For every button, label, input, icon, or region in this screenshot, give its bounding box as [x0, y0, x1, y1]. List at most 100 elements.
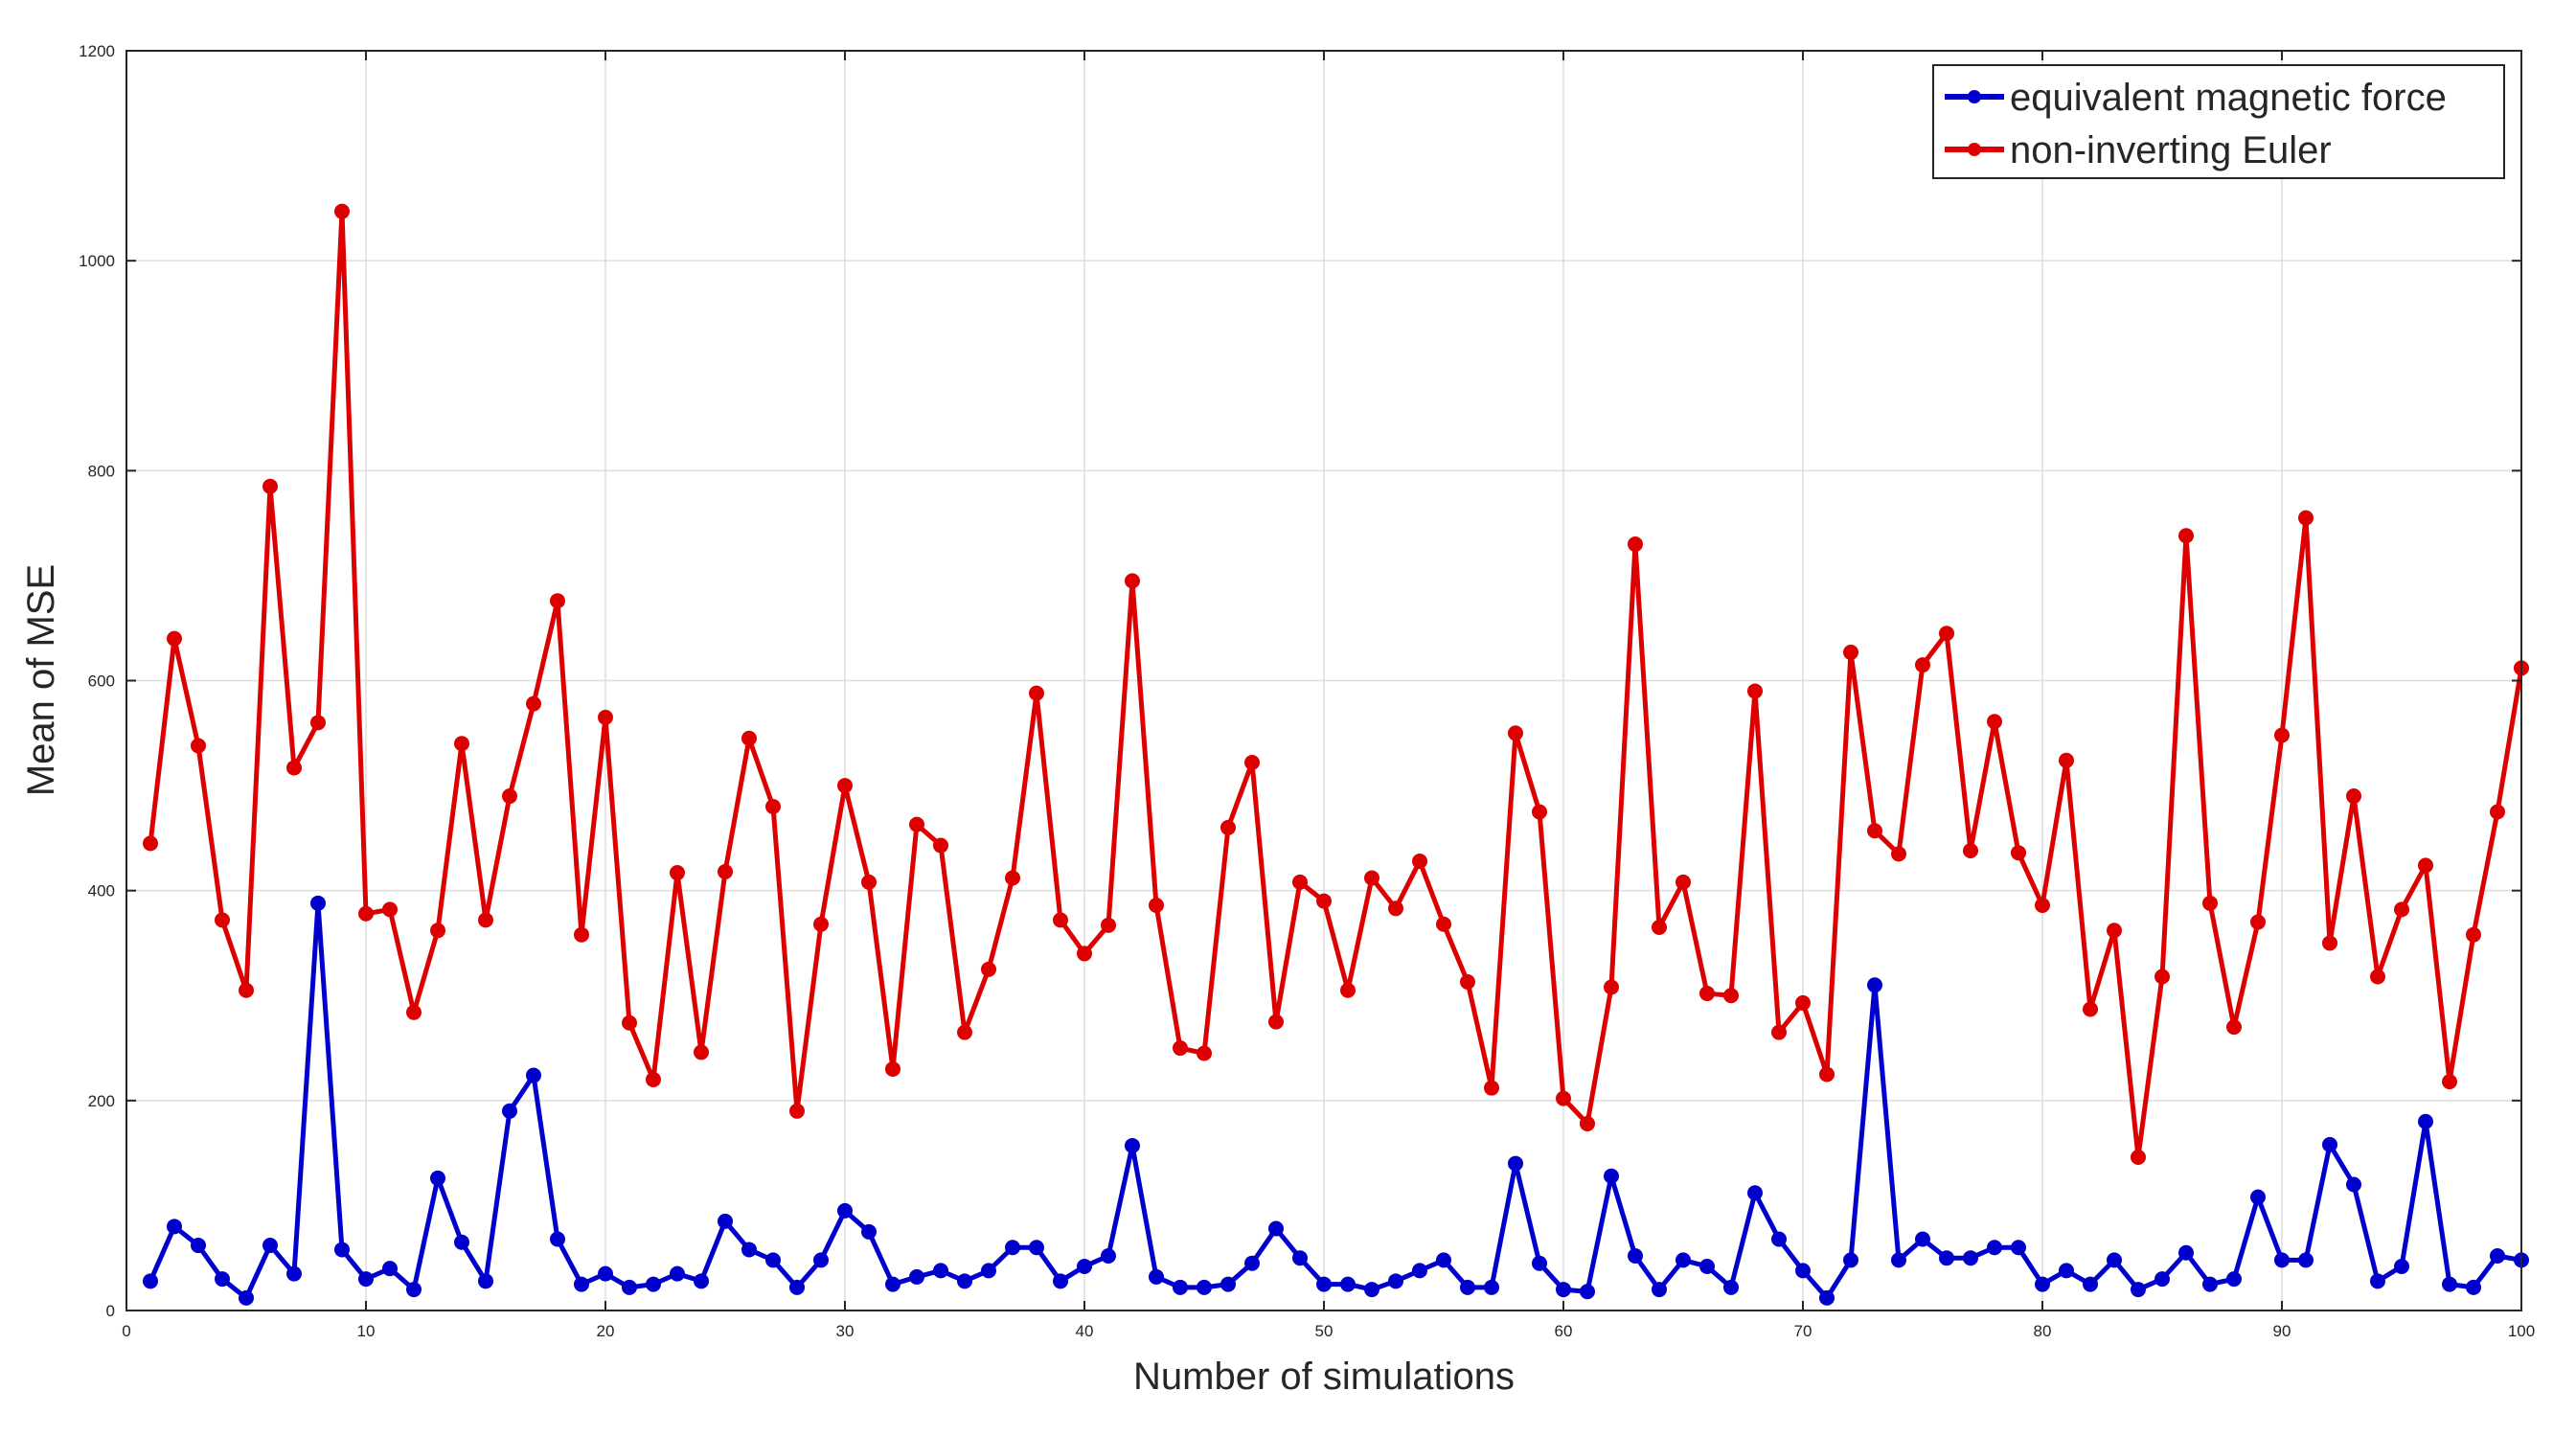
legend-label-magnetic: equivalent magnetic force	[2010, 77, 2447, 119]
x-tick-label: 80	[2034, 1322, 2052, 1340]
data-point	[718, 863, 733, 879]
x-tick-label: 50	[1315, 1322, 1334, 1340]
data-point	[765, 799, 781, 814]
data-point	[2202, 895, 2218, 911]
data-point	[1939, 626, 1954, 642]
data-point	[2059, 752, 2074, 768]
data-point	[981, 1263, 996, 1279]
data-point	[1508, 725, 1523, 741]
data-point	[2035, 898, 2050, 914]
tick-labels: 0 10 20 30 40 50 60 70 80 90 100020040060080010001…	[79, 42, 2535, 1340]
data-point	[2274, 1252, 2290, 1268]
data-point	[1508, 1155, 1523, 1172]
data-point	[1125, 1137, 1140, 1153]
data-point	[1795, 994, 1811, 1011]
data-point	[1292, 1250, 1308, 1266]
data-point	[1244, 1255, 1260, 1271]
data-point	[2083, 1276, 2098, 1292]
data-point	[741, 730, 757, 746]
data-point	[143, 835, 158, 852]
data-point	[454, 1234, 469, 1250]
data-point	[526, 1067, 541, 1083]
data-point	[837, 778, 853, 794]
y-tick-label: 1200	[79, 42, 115, 60]
x-tick-label: 100	[2508, 1322, 2535, 1340]
legend-marker-euler	[1968, 143, 1981, 156]
x-tick-label: 0	[122, 1322, 130, 1340]
data-point	[167, 630, 182, 647]
y-tick-label: 200	[88, 1092, 115, 1110]
data-point	[502, 1103, 517, 1119]
data-point	[2322, 935, 2337, 951]
data-point	[2370, 969, 2385, 985]
data-point	[2226, 1019, 2242, 1036]
data-point	[1676, 874, 1691, 890]
data-point	[1676, 1252, 1691, 1268]
data-point	[1484, 1080, 1499, 1096]
data-point	[646, 1071, 661, 1087]
data-point	[1077, 1258, 1092, 1274]
data-point	[2346, 1176, 2361, 1193]
legend-box	[1932, 64, 2505, 179]
data-point	[2178, 528, 2194, 544]
data-point	[1891, 1252, 1906, 1268]
data-point	[1891, 846, 1906, 862]
data-point	[1149, 1268, 1164, 1285]
x-tick-label: 40	[1076, 1322, 1094, 1340]
data-point	[550, 1231, 565, 1247]
data-point	[334, 203, 350, 219]
data-point	[2011, 845, 2026, 861]
data-point	[1316, 1276, 1332, 1292]
data-point	[1843, 1252, 1858, 1268]
data-point	[1867, 977, 1882, 993]
data-point	[1340, 982, 1356, 998]
data-point	[215, 912, 230, 928]
data-point	[1723, 988, 1739, 1004]
y-axis-label: Mean of MSE	[20, 564, 62, 796]
data-point	[1412, 853, 1427, 869]
x-tick-label: 90	[2273, 1322, 2291, 1340]
data-point	[1771, 1231, 1787, 1247]
data-point	[358, 1271, 374, 1288]
y-tick-label: 800	[88, 462, 115, 480]
data-point	[2250, 914, 2266, 930]
data-point	[1963, 1250, 1978, 1266]
data-point	[1268, 1220, 1284, 1237]
data-point	[2274, 727, 2290, 743]
data-point	[1029, 685, 1044, 701]
y-tick-label: 400	[88, 882, 115, 900]
data-point	[574, 1276, 589, 1292]
data-point	[2107, 1252, 2122, 1268]
data-point	[1053, 912, 1068, 928]
data-point	[1628, 1248, 1643, 1265]
data-point	[670, 865, 685, 881]
series-line	[148, 900, 2522, 1301]
data-point	[1220, 1276, 1236, 1292]
data-point	[1197, 1279, 1212, 1295]
data-point	[310, 895, 326, 911]
data-point	[598, 709, 613, 725]
data-point	[478, 1273, 493, 1289]
series-layer	[143, 203, 2529, 1306]
data-point	[1197, 1045, 1212, 1061]
data-point	[1388, 900, 1403, 917]
data-point	[2178, 1244, 2194, 1261]
data-point	[286, 1265, 302, 1282]
x-tick-label: 30	[836, 1322, 855, 1340]
data-point	[885, 1060, 900, 1077]
data-point	[1532, 804, 1547, 820]
data-point	[813, 1252, 829, 1268]
data-point	[1843, 644, 1858, 660]
data-point	[1101, 1248, 1116, 1265]
data-point	[1077, 946, 1092, 962]
data-point	[622, 1279, 637, 1295]
data-point	[2131, 1150, 2146, 1166]
data-point	[933, 1263, 948, 1279]
data-point	[2490, 1248, 2505, 1265]
data-point	[2490, 804, 2505, 820]
y-tick-label: 1000	[79, 252, 115, 270]
data-point	[2466, 1279, 2481, 1295]
data-point	[1149, 898, 1164, 914]
x-tick-label: 20	[597, 1322, 615, 1340]
data-point	[358, 905, 374, 922]
